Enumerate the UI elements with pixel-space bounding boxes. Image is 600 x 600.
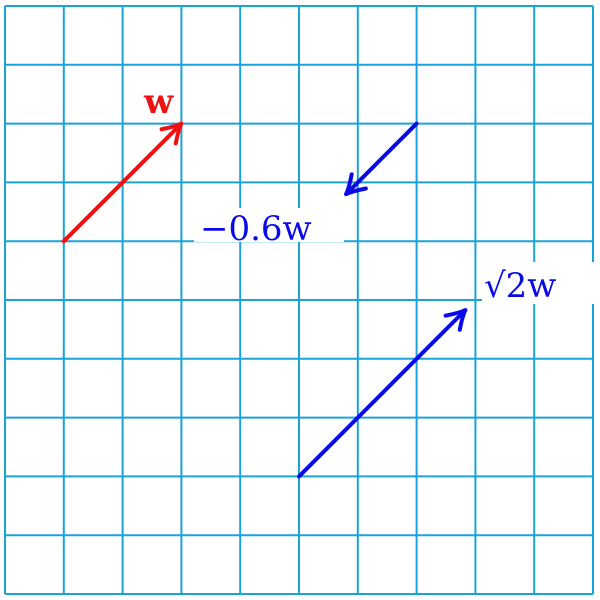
- vector-sqrt2w-shaft: [297, 310, 466, 479]
- vector-w-arrowhead: [159, 121, 184, 146]
- label-neg06w-backdrop: [194, 208, 344, 242]
- vectors: [61, 121, 468, 479]
- label-neg06w: −0.6w: [194, 208, 344, 249]
- vector-neg06w: [344, 121, 419, 197]
- label-w: w: [143, 82, 174, 122]
- label-neg06w-text: −0.6w: [200, 209, 312, 249]
- vector-sqrt2w-arrowhead: [443, 307, 468, 332]
- label-w-text: w: [143, 82, 174, 122]
- vector-w-shaft: [61, 123, 182, 244]
- label-sqrt2w: √2w: [482, 262, 594, 306]
- label-sqrt2w-backdrop: [482, 262, 594, 304]
- vector-w: [61, 121, 184, 244]
- vector-neg06w-shaft: [346, 121, 419, 195]
- vector-sqrt2w: [297, 307, 468, 479]
- vector-neg06w-arrowhead: [344, 172, 368, 197]
- label-sqrt2w-text: √2w: [484, 266, 556, 306]
